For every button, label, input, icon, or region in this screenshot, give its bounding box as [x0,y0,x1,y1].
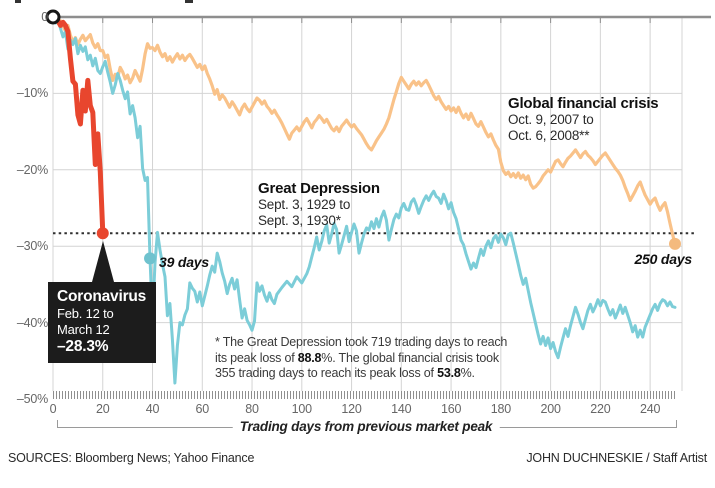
x-tick-label: 40 [145,402,160,416]
annotation-title: Global financial crisis [508,95,659,112]
x-tick-label: 20 [95,402,110,416]
x-tick-label: 240 [639,402,661,416]
annotation-great-depression: Great Depression Sept. 3, 1929 to Sept. … [258,180,380,228]
annotation-title: Great Depression [258,180,380,197]
callout-title: Coronavirus [57,288,147,305]
callout-coronavirus: Coronavirus Feb. 12 to March 12 –28.3% [48,282,157,363]
cropped-text-fragment [15,0,21,3]
x-tick-label: 60 [195,402,210,416]
callout-date: March 12 [57,322,110,337]
x-tick-label: 200 [540,402,561,416]
annotation-date-range: Oct. 6, 2008** [508,127,590,143]
annotation-date-range: Sept. 3, 1929 to [258,197,351,212]
x-axis-label: Trading days from previous market peak [232,419,500,434]
y-tick-label: 0 [41,10,48,24]
artist-credit: JOHN DUCHNESKIE / Staff Artist [526,451,707,465]
callout-loss-value: –28.3% [57,338,109,355]
y-tick-label: –50% [16,392,48,406]
x-tick-label: 0 [49,402,57,416]
x-tick-label: 220 [590,402,611,416]
callout-date: Feb. 12 to [57,306,114,321]
annotation-global-financial-crisis: Global financial crisis Oct. 9, 2007 to … [508,95,659,143]
x-tick-label: 80 [245,402,259,416]
x-axis-hatch-band [53,391,677,399]
label-250-days: 250 days [634,251,692,267]
y-tick-label: –10% [16,86,48,101]
footnote-line: * The Great Depression took 719 trading … [215,335,508,349]
cropped-text-fragment [185,0,193,3]
x-tick-label: 120 [341,402,362,416]
y-tick-label: –40% [16,315,48,330]
footnote-line: its peak loss of 88.8%. The global finan… [215,350,499,365]
label-39-days: 39 days [159,254,209,270]
footnote-line: 355 trading days to reach its peak loss … [215,366,475,380]
x-tick-label: 180 [490,402,511,416]
x-tick-label: 140 [391,402,412,416]
y-tick-label: –30% [16,239,48,254]
sources-line: SOURCES: Bloomberg News; Yahoo Finance [8,451,255,465]
annotation-date-range: Oct. 9, 2007 to [508,112,594,127]
annotation-date-range: Sept. 3, 1930* [258,212,341,228]
footnote: * The Great Depression took 719 trading … [215,335,527,382]
x-tick-label: 160 [440,402,462,416]
x-tick-label: 100 [291,402,312,416]
callout-pointer-triangle [92,241,114,282]
y-tick-label: –20% [16,162,48,177]
